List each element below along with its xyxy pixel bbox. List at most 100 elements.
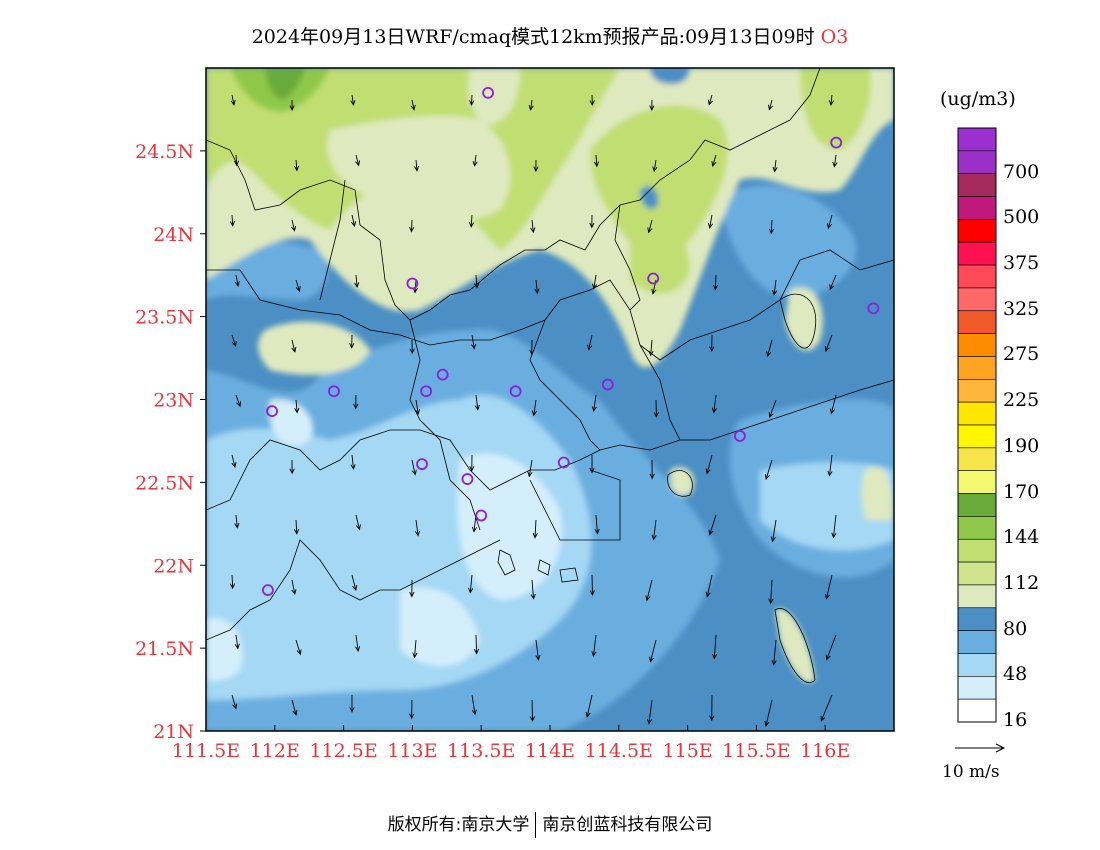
wind-arrow: [468, 574, 474, 594]
wind-arrow: [534, 279, 540, 295]
lat-tick-label: 23N: [153, 390, 194, 412]
station-marker: [461, 473, 474, 485]
wind-arrow: [289, 459, 295, 475]
wind-arrow: [409, 579, 415, 598]
footer-divider: [535, 812, 537, 838]
wind-arrow: [531, 399, 537, 417]
wind-arrow: [820, 694, 833, 722]
wind-arrow: [771, 639, 777, 666]
conc-region: [640, 185, 659, 210]
wind-arrow: [234, 634, 240, 650]
wind-arrow: [829, 274, 837, 291]
wind-arrow: [707, 214, 714, 229]
wind-arrow: [649, 639, 657, 663]
wind-arrow: [410, 99, 416, 111]
wind-arrow: [229, 214, 235, 227]
wind-arrow: [529, 339, 535, 356]
copyright-company: 南京创蓝科技有限公司: [542, 815, 713, 835]
wind-arrow: [772, 279, 778, 296]
wind-arrow: [533, 159, 539, 173]
conc-region: [775, 608, 815, 683]
wind-arrow: [529, 699, 536, 723]
station-marker: [830, 136, 843, 149]
colorbar-swatch: [957, 287, 997, 312]
wind-arrow: [412, 639, 418, 659]
wind-arrow: [291, 579, 297, 596]
wind-arrow: [705, 454, 713, 475]
conc-region: [800, 68, 871, 150]
colorbar: [957, 127, 997, 723]
colorbar-swatch: [957, 516, 997, 540]
wind-arrow: [711, 634, 718, 660]
wind-arrow: [471, 334, 477, 350]
wind-arrow: [768, 219, 775, 235]
colorbar-swatch: [957, 470, 997, 494]
island-outline: [559, 567, 579, 583]
concentration-field: [206, 68, 894, 731]
colorbar-label: 48: [1003, 663, 1028, 686]
wind-arrow: [528, 99, 534, 111]
wind-arrow: [530, 219, 536, 234]
wind-arrow: [832, 154, 838, 168]
wind-arrow: [231, 334, 237, 348]
wind-arrow: [294, 399, 300, 414]
conc-region: [760, 462, 894, 551]
conc-region: [590, 105, 729, 259]
wind-arrow: [587, 334, 593, 351]
wind-arrow: [355, 154, 361, 167]
lon-tick-label: 112.5E: [309, 740, 377, 762]
colorbar-label: 170: [1003, 480, 1040, 503]
wind-arrow: [414, 519, 421, 537]
monitoring-stations: [262, 86, 880, 597]
wind-arrow: [535, 639, 541, 661]
wind-scale-arrow: [955, 743, 1006, 753]
lon-tick-label: 113.5E: [447, 740, 515, 762]
colorbar-swatch: [957, 401, 997, 426]
wind-arrow: [291, 339, 297, 353]
wind-arrow: [589, 94, 595, 107]
copyright-footer: 版权所有:南京大学 南京创蓝科技有限公司: [0, 810, 1100, 838]
wind-arrow: [350, 94, 356, 106]
wind-arrow: [648, 339, 654, 357]
wind-arrow: [653, 399, 659, 418]
wind-arrow: [355, 634, 361, 652]
wind-arrow: [589, 454, 595, 474]
island-outline: [667, 470, 693, 497]
colorbar-swatch: [957, 127, 997, 152]
wind-arrow: [409, 219, 415, 233]
station-marker: [867, 302, 880, 315]
boundary-line: [529, 469, 621, 541]
wind-arrow: [768, 99, 774, 111]
colorbar-swatch: [957, 379, 997, 403]
wind-arrow: [589, 574, 595, 596]
colorbar-swatch: [957, 424, 997, 449]
colorbar-swatch: [957, 241, 997, 266]
wind-arrow: [409, 699, 415, 720]
lon-tick-label: 111.5E: [172, 740, 240, 762]
lon-tick-label: 113E: [387, 740, 437, 762]
lat-tick-label: 21N: [153, 721, 194, 743]
colorbar-label: 112: [1003, 571, 1040, 594]
lon-tick-label: 112E: [250, 740, 300, 762]
station-marker: [328, 385, 340, 398]
island-outline: [779, 293, 817, 349]
wind-arrow: [831, 514, 837, 539]
colorbar-unit: (ug/m3): [940, 88, 1016, 110]
wind-arrow: [351, 214, 357, 228]
colorbar-outline: [957, 127, 997, 723]
colorbar-swatch: [957, 607, 997, 631]
boundary-line: [319, 179, 346, 301]
wind-arrow: [471, 694, 477, 716]
lat-tick-label: 23.5N: [135, 307, 194, 329]
wind-arrow: [768, 579, 774, 605]
wind-arrow: [527, 459, 533, 478]
wind-arrow: [473, 634, 480, 655]
station-marker: [266, 405, 278, 418]
lat-tick-label: 24N: [153, 224, 194, 246]
lon-tick-label: 115E: [663, 740, 713, 762]
boundary-line: [529, 319, 601, 451]
wind-arrow: [828, 94, 834, 106]
wind-arrow: [708, 514, 717, 536]
wind-arrow: [647, 219, 653, 234]
